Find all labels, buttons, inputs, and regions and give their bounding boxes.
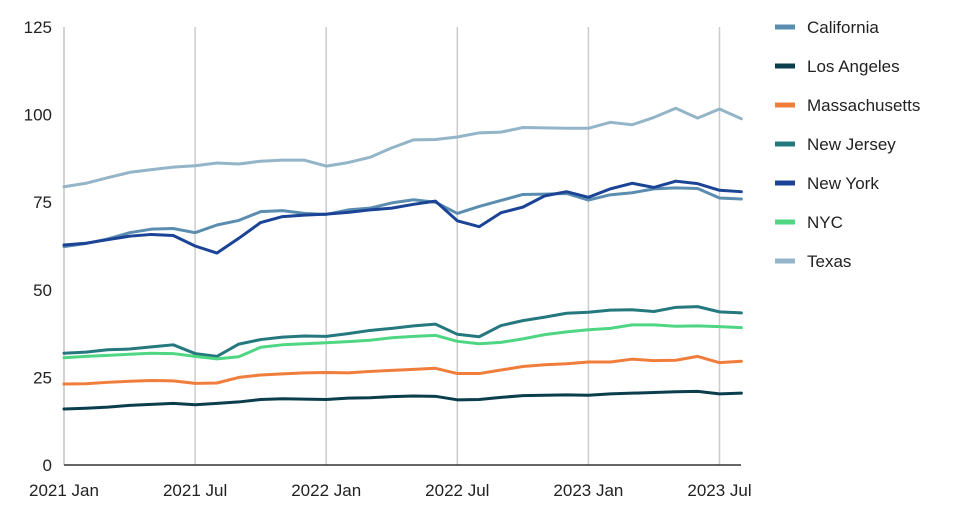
legend-label: Los Angeles [807, 57, 900, 76]
x-tick-label: 2021 Jul [163, 481, 227, 500]
y-tick-label: 0 [43, 456, 52, 475]
x-tick-label: 2023 Jul [687, 481, 751, 500]
x-tick-label: 2022 Jan [291, 481, 361, 500]
legend-label: Texas [807, 252, 851, 271]
legend-item-texas: Texas [775, 252, 851, 271]
legend-label: New Jersey [807, 135, 896, 154]
legend-label: Massachusetts [807, 96, 920, 115]
series-line-los-angeles [62, 389, 743, 411]
y-tick-label: 25 [33, 368, 52, 387]
axes [63, 27, 741, 466]
legend-label: New York [807, 174, 879, 193]
series-line-california [62, 186, 743, 249]
series-line-new-jersey [62, 305, 743, 358]
gridlines [63, 27, 721, 465]
series-line-texas [62, 106, 743, 189]
y-tick-label: 100 [24, 106, 52, 125]
legend-item-california: California [775, 18, 879, 37]
legend-item-massachusetts: Massachusetts [775, 96, 920, 115]
series-line-massachusetts [62, 354, 743, 386]
x-tick-label: 2023 Jan [553, 481, 623, 500]
series-lines [62, 106, 743, 411]
legend-item-new-york: New York [775, 174, 879, 193]
legend-label: California [807, 18, 879, 37]
x-tick-label: 2022 Jul [425, 481, 489, 500]
legend: California Los Angeles Massachusetts New Je… [775, 18, 920, 271]
legend-item-new-jersey: New Jersey [775, 135, 896, 154]
y-tick-label: 75 [33, 193, 52, 212]
x-tick-label: 2021 Jan [29, 481, 99, 500]
legend-item-los-angeles: Los Angeles [775, 57, 900, 76]
legend-item-nyc: NYC [775, 213, 843, 232]
y-tick-label: 50 [33, 281, 52, 300]
series-line-new-york [62, 179, 743, 255]
series-line-nyc [62, 323, 743, 361]
y-tick-label: 125 [24, 18, 52, 37]
legend-label: NYC [807, 213, 843, 232]
tick-labels: 2021 Jan 2021 Jul 2022 Jan 2022 Jul 2023 Jan… [24, 18, 752, 500]
